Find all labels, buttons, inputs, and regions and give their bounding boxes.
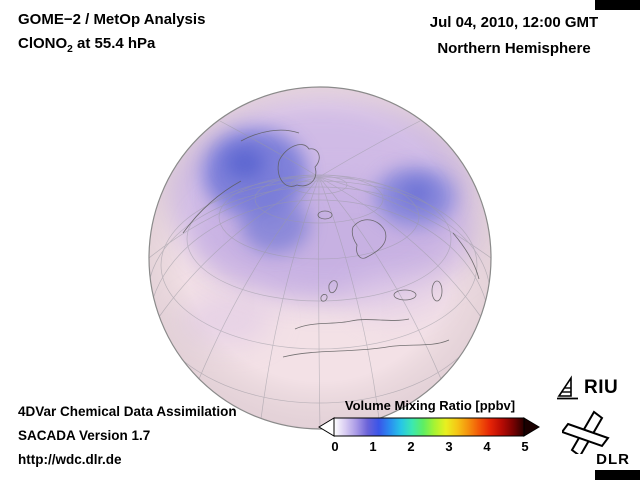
attribution-block: 4DVar Chemical Data Assimilation SACADA …	[18, 400, 237, 472]
colorbar-tick-5: 5	[521, 439, 529, 454]
dlr-logo-icon	[562, 410, 610, 454]
pressure-level: at 55.4 hPa	[72, 35, 156, 52]
attribution-line-2: SACADA Version 1.7	[18, 428, 151, 443]
species-level-line: ClONO2 at 55.4 hPa	[18, 32, 205, 62]
dlr-logo: DLR	[560, 406, 634, 468]
colorbar-ticks: 0 1 2 3 4 5	[318, 439, 542, 455]
colorbar-left-arrow	[318, 417, 335, 437]
riu-logo-text: RIU	[584, 377, 619, 398]
top-right-corner-mark	[595, 0, 640, 10]
colorbar-tick-3: 3	[445, 439, 453, 454]
globe-outline	[148, 86, 492, 430]
plot-title: GOME−2 / MetOp Analysis	[18, 11, 206, 28]
colorbar-right-arrow	[523, 417, 540, 437]
attribution-line-1: 4DVar Chemical Data Assimilation	[18, 404, 237, 419]
hemisphere-label: Northern Hemisphere	[437, 40, 591, 57]
globe-map	[147, 85, 493, 431]
colorbar-tick-4: 4	[483, 439, 491, 454]
colorbar-gradient-bar	[333, 417, 525, 437]
analysis-datetime: Jul 04, 2010, 12:00 GMT	[429, 14, 599, 31]
colorbar-tick-2: 2	[407, 439, 415, 454]
plot-title-block: GOME−2 / MetOp Analysis ClONO2 at 55.4 h…	[18, 8, 205, 62]
riu-logo-icon	[557, 375, 578, 400]
colorbar-svg	[318, 417, 540, 437]
limb-shading	[149, 87, 491, 429]
attribution-url: http://wdc.dlr.de	[18, 452, 122, 467]
colorbar-tick-1: 1	[369, 439, 377, 454]
species-name: ClONO	[18, 35, 68, 52]
colorbar-label: Volume Mixing Ratio [ppbv]	[344, 398, 516, 413]
species-subscript: 2	[67, 44, 73, 55]
colorbar-block: Volume Mixing Ratio [ppbv] 0 1 2 3 4 5	[318, 398, 542, 455]
globe-svg	[148, 86, 492, 430]
dlr-logo-text: DLR	[596, 451, 630, 468]
colorbar-tick-0: 0	[331, 439, 339, 454]
date-region-block: Jul 04, 2010, 12:00 GMT Northern Hemisph…	[398, 10, 630, 62]
bottom-right-corner-mark	[595, 470, 640, 480]
riu-logo: RIU	[556, 374, 618, 402]
